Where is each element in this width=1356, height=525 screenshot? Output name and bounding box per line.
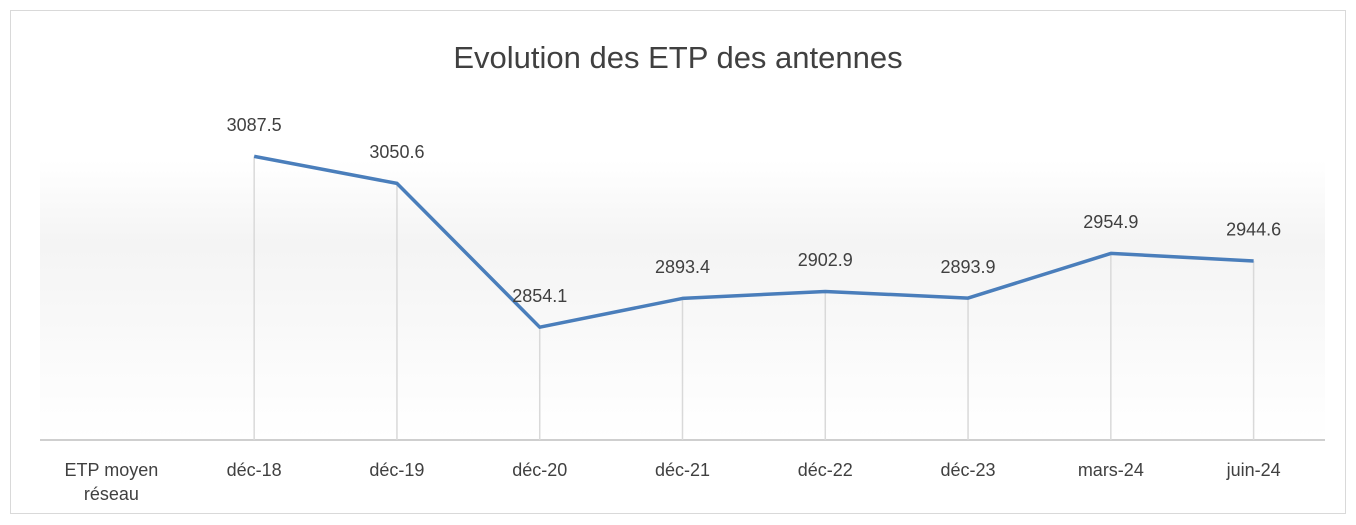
data-label: 2954.9 (1083, 212, 1138, 232)
x-tick-label: déc-21 (654, 460, 711, 480)
x-tick-label: déc-22 (797, 460, 853, 480)
data-label: 3087.5 (227, 115, 282, 135)
data-label: 3050.6 (369, 142, 424, 162)
data-label: 2944.6 (1226, 220, 1281, 240)
data-label: 2854.1 (512, 286, 567, 306)
x-tick-label: déc-20 (512, 460, 568, 480)
x-tick-label: mars-24 (1077, 460, 1144, 480)
data-label: 2893.9 (941, 257, 996, 277)
x-tick-label: déc-23 (940, 460, 996, 480)
chart-title: Evolution des ETP des antennes (453, 40, 902, 75)
series-line (253, 154, 1254, 329)
x-tick-label: juin-24 (1226, 460, 1281, 480)
data-label: 2893.4 (655, 257, 710, 277)
x-tick-label: déc-18 (226, 460, 282, 480)
x-tick-label: ETP moyen réseau (64, 460, 159, 504)
x-tick-label: déc-19 (369, 460, 425, 480)
data-label: 2902.9 (798, 250, 853, 270)
